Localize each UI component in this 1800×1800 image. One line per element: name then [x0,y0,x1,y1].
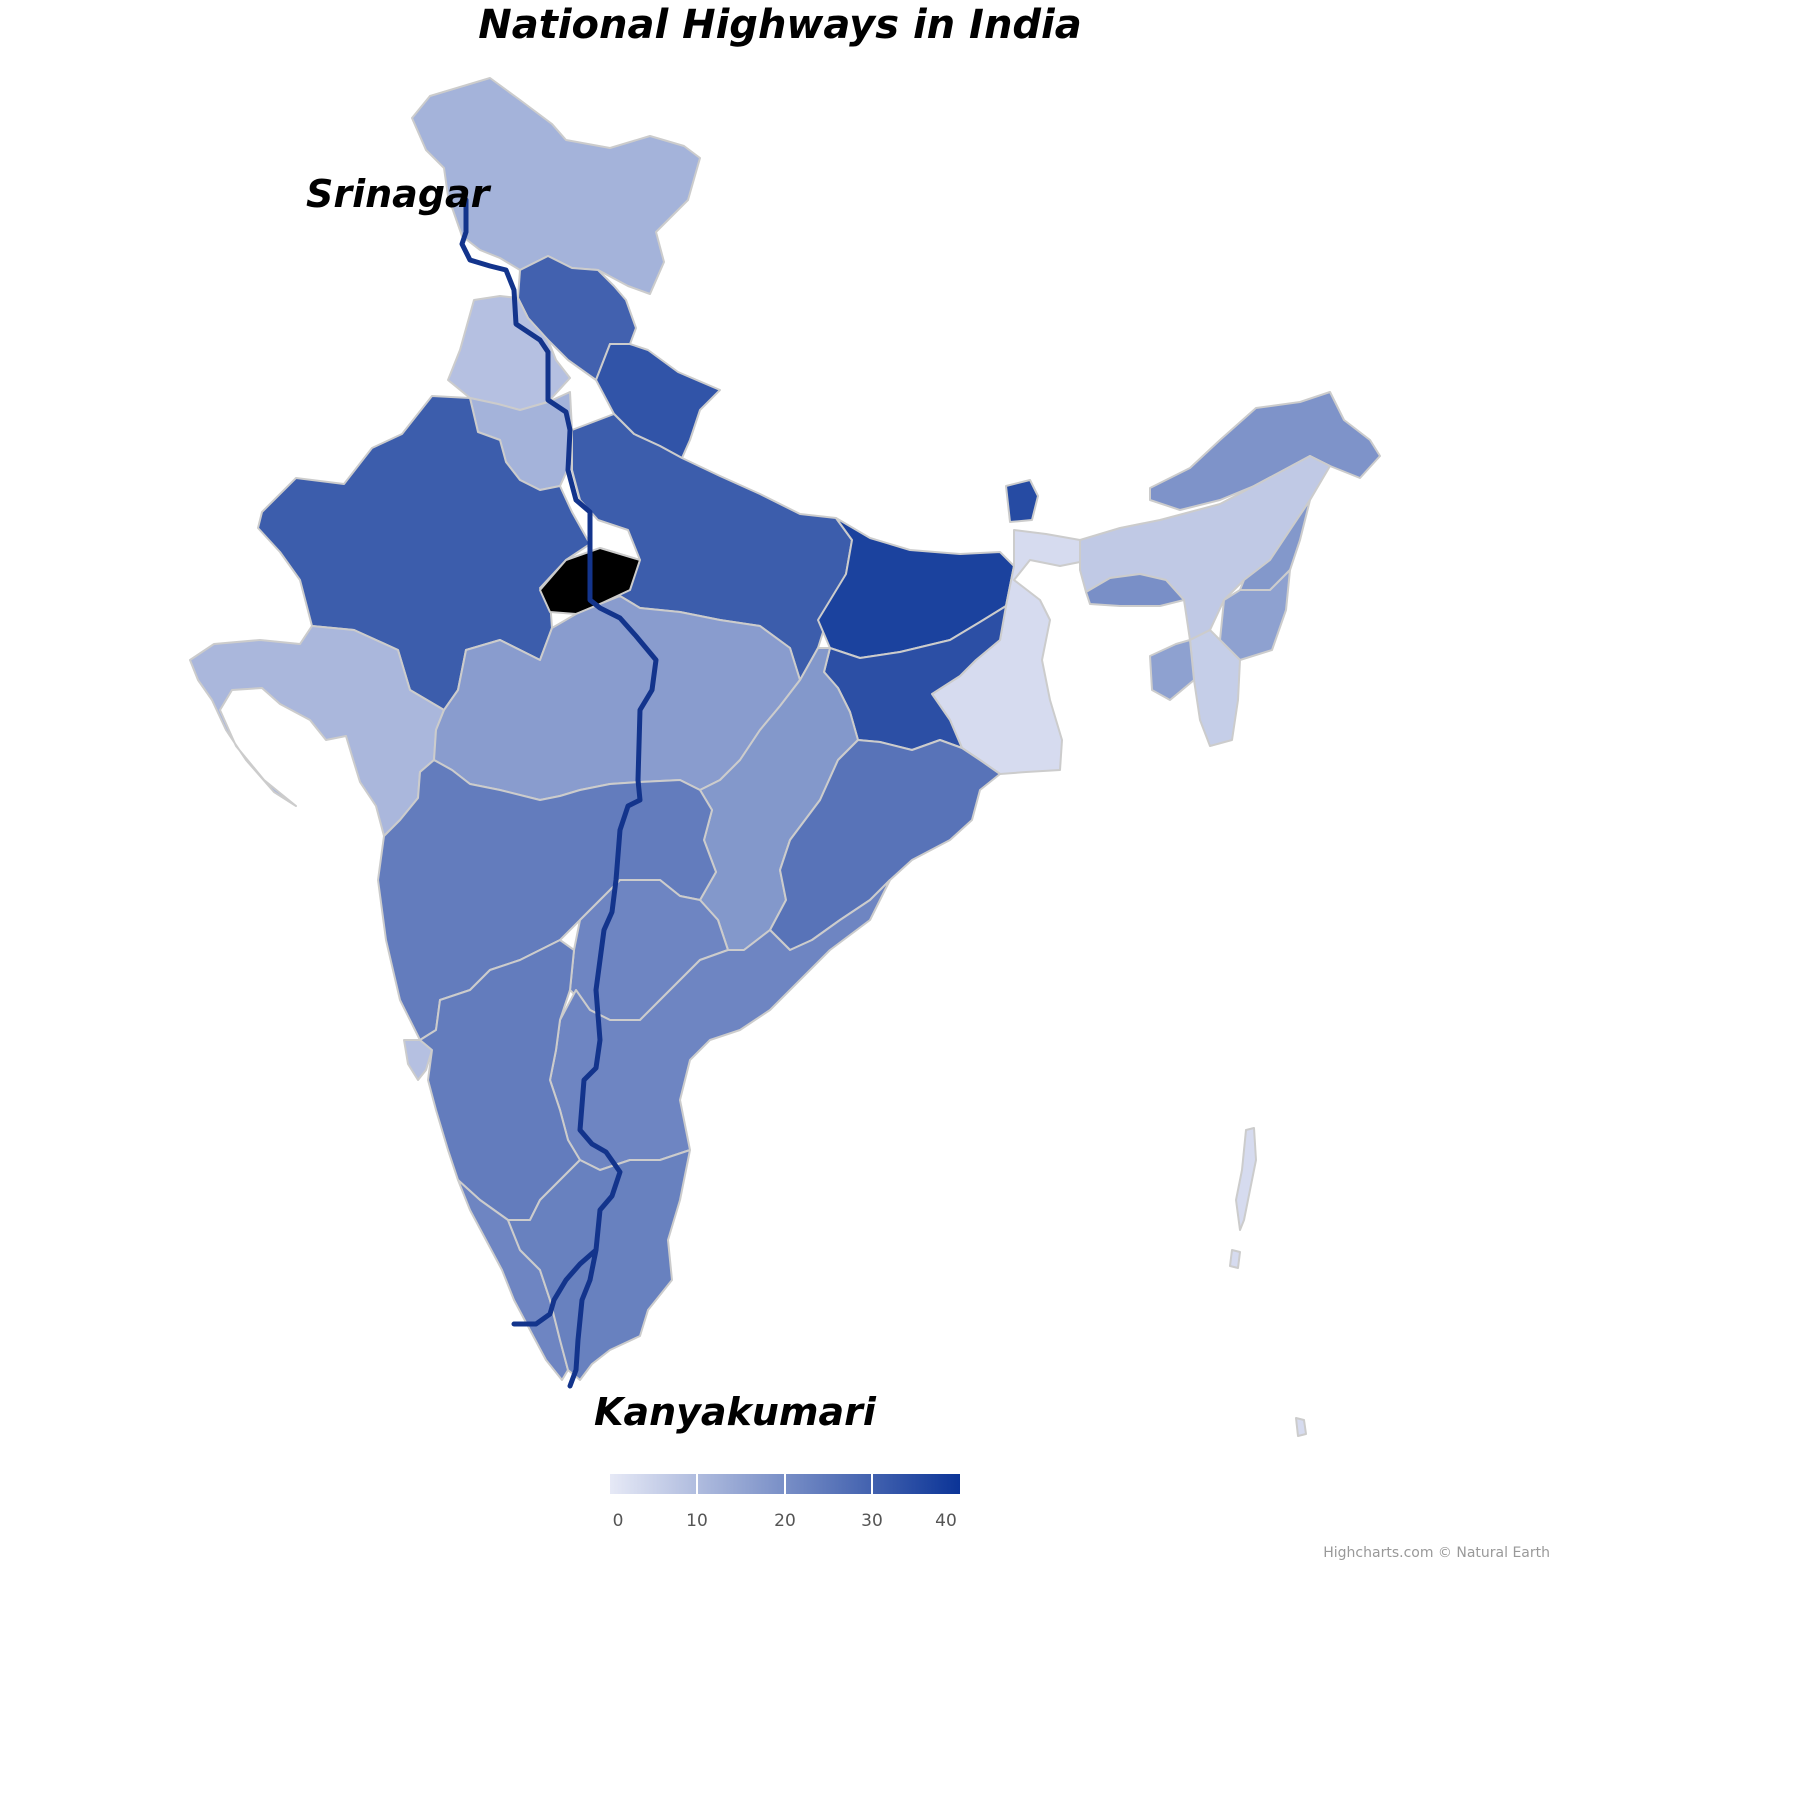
state-tripura[interactable] [1149,639,1195,701]
state-punjab[interactable] [447,295,571,411]
state-tamil-nadu[interactable] [507,1149,691,1381]
state-mizoram[interactable] [1189,629,1241,747]
state-andaman-north[interactable] [1235,1127,1257,1231]
city-label-srinagar: Srinagar [306,172,490,216]
chart-title: National Highways in India [478,2,1082,48]
highway-route-srinagar-kanyakumari [459,197,659,1389]
state-sikkim[interactable] [1005,479,1039,523]
color-axis-legend: 0 10 20 30 40 [610,1474,960,1531]
state-jammu-and-kashmir[interactable] [411,77,701,295]
axis-tick-label: 40 [935,1511,957,1531]
credits-link[interactable]: Highcharts.com © Natural Earth [1323,1545,1550,1561]
state-karnataka[interactable] [419,939,581,1221]
city-label-kanyakumari: Kanyakumari [594,1390,876,1434]
axis-tick-label: 0 [613,1511,624,1531]
state-arunachal-pradesh[interactable] [1149,391,1381,511]
state-meghalaya[interactable] [1085,573,1185,607]
state-gujarat[interactable] [189,625,445,837]
axis-tick-label: 30 [861,1511,883,1531]
state-andaman-south[interactable] [1229,1249,1241,1269]
axis-tick-label: 10 [686,1511,708,1531]
axis-tick-label: 20 [774,1511,796,1531]
state-nicobar[interactable] [1295,1417,1307,1437]
state-manipur[interactable] [1219,569,1291,661]
